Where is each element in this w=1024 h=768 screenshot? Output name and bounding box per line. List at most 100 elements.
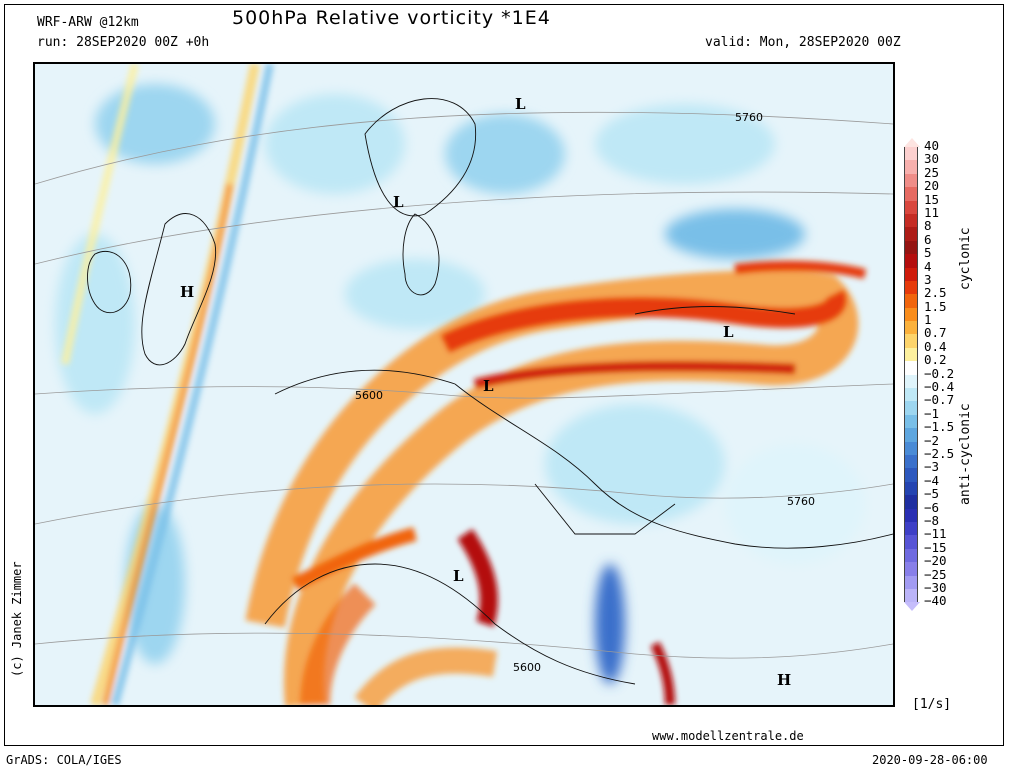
colorbar-swatch: [904, 280, 918, 295]
chart-title: 500hPa Relative vorticity *1E4: [232, 7, 551, 29]
model-label: WRF-ARW @12km: [37, 15, 139, 30]
colorbar-swatch: [904, 481, 918, 496]
colorbar-swatch: [904, 374, 918, 389]
colorbar-swatch: [904, 414, 918, 429]
colorbar-tick: −0.2: [924, 365, 955, 381]
unit-label: [1/s]: [912, 697, 952, 712]
colorbar-swatch: [904, 428, 918, 442]
colorbar-tick: −25: [924, 566, 947, 582]
colorbar-tick: −30: [924, 579, 947, 595]
map-canvas: 5760 5600 5760 5600 L L H L L L H: [35, 64, 893, 705]
colorbar-bottom-arrow: [904, 602, 920, 612]
credit-label: (c) Janek Zimmer: [10, 561, 24, 677]
colorbar-tick: −2: [924, 432, 940, 448]
colorbar-tick: −15: [924, 539, 947, 555]
colorbar-tick: −8: [924, 512, 940, 528]
colorbar-tick: 0.2: [924, 352, 947, 368]
colorbar-swatch: [904, 321, 918, 335]
colorbar-swatch: [904, 468, 918, 482]
colorbar-swatch: [904, 401, 918, 415]
colorbar-swatch: [904, 240, 918, 255]
colorbar-tick: 6: [924, 231, 932, 247]
colorbar-tick: 30: [924, 151, 940, 167]
colorbar-swatch: [904, 361, 918, 375]
colorbar: [904, 138, 920, 612]
colorbar-tick: 25: [924, 164, 940, 180]
timestamp-label: 2020-09-28-06:00: [872, 753, 988, 767]
colorbar-tick: −2.5: [924, 445, 955, 461]
pressure-label: 5760: [735, 111, 763, 124]
high-pressure-center: H: [777, 671, 791, 689]
colorbar-swatch: [904, 307, 918, 322]
low-pressure-center: L: [453, 567, 464, 585]
vorticity-map: 5760 5600 5760 5600 L L H L L L H: [33, 62, 895, 707]
colorbar-top-arrow: [904, 138, 920, 147]
anticyclonic-patches: [55, 84, 865, 684]
colorbar-swatch: [904, 213, 918, 228]
colorbar-tick: 20: [924, 178, 940, 194]
colorbar-swatch: [904, 294, 918, 308]
software-label: GrADS: COLA/IGES: [6, 753, 122, 767]
colorbar-tick: 1.5: [924, 298, 947, 314]
low-pressure-center: L: [723, 323, 734, 341]
colorbar-swatch: [904, 495, 918, 509]
colorbar-swatch: [904, 548, 918, 563]
colorbar-swatches: [904, 147, 920, 603]
colorbar-tick: −11: [924, 526, 947, 542]
website-label: www.modellzentrale.de: [652, 729, 804, 743]
colorbar-tick: 40: [924, 138, 940, 153]
colorbar-swatch: [904, 254, 918, 268]
colorbar-swatch: [904, 521, 918, 536]
colorbar-tick: 4: [924, 258, 932, 274]
colorbar-swatch: [904, 347, 918, 362]
pressure-label: 5760: [787, 495, 815, 508]
low-pressure-center: L: [515, 95, 526, 113]
colorbar-swatch: [904, 454, 918, 469]
colorbar-tick: −6: [924, 499, 940, 515]
colorbar-tick: −0.4: [924, 379, 955, 395]
colorbar-tick: 5: [924, 245, 932, 261]
colorbar-tick: 15: [924, 191, 940, 207]
frontal-bands: [61, 64, 274, 705]
low-pressure-center: L: [483, 377, 494, 395]
anticyclonic-label: anti-cyclonic: [958, 403, 973, 505]
colorbar-tick: −0.7: [924, 392, 955, 408]
colorbar-swatch: [904, 267, 918, 281]
colorbar-swatch: [904, 388, 918, 402]
colorbar-tick: 0.7: [924, 325, 947, 341]
colorbar-tick-labels: 40 30 25 20 15 11 8 6 5 4 3 2.5 1.5 1 0.7 0.4 0.2 −0.2 −0.…: [924, 139, 954, 608]
colorbar-tick: 2.5: [924, 285, 947, 301]
cyclonic-label: cyclonic: [958, 227, 973, 290]
colorbar-tick: 11: [924, 204, 940, 220]
colorbar-swatch: [904, 575, 918, 589]
pressure-contours: [35, 111, 893, 659]
colorbar-swatch: [904, 562, 918, 576]
colorbar-swatch: [904, 200, 918, 214]
plot-frame: [4, 4, 1004, 746]
colorbar-tick: −20: [924, 553, 947, 569]
colorbar-swatch: [904, 187, 918, 201]
colorbar-swatch: [904, 334, 918, 348]
colorbar-swatch: [904, 160, 918, 174]
colorbar-swatch: [904, 173, 918, 188]
colorbar-tick: 3: [924, 271, 932, 287]
colorbar-swatch: [904, 588, 918, 603]
valid-label: valid: Mon, 28SEP2020 00Z: [705, 35, 901, 50]
colorbar-tick: 8: [924, 218, 932, 234]
colorbar-tick: −1: [924, 405, 940, 421]
colorbar-tick: −1.5: [924, 419, 955, 435]
pressure-label: 5600: [513, 661, 541, 674]
low-pressure-center: L: [393, 193, 404, 211]
colorbar-swatch: [904, 508, 918, 522]
colorbar-tick: −40: [924, 593, 947, 609]
colorbar-tick: 0.4: [924, 338, 947, 354]
colorbar-swatch: [904, 441, 918, 455]
colorbar-tick: 1: [924, 312, 932, 328]
pressure-label: 5600: [355, 389, 383, 402]
colorbar-tick: −5: [924, 486, 940, 502]
coastlines: [87, 98, 893, 685]
run-label: run: 28SEP2020 00Z +0h: [37, 35, 210, 50]
colorbar-swatch: [904, 227, 918, 241]
cyclonic-band: [245, 260, 867, 705]
colorbar-tick: −4: [924, 472, 940, 488]
